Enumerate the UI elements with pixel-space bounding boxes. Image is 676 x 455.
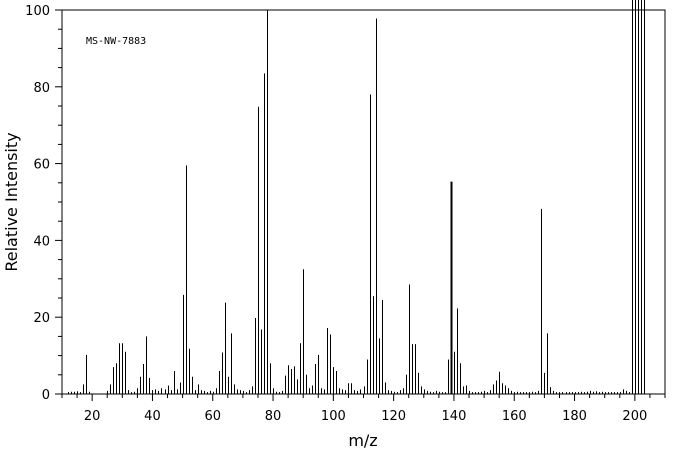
y-tick-label: 100 (25, 4, 50, 19)
x-tick-label: 160 (502, 409, 527, 424)
y-tick-label: 40 (33, 234, 50, 249)
x-axis: 20 40 60 80 100 120 140 160 180 200 (61, 394, 666, 424)
x-tick-label: 20 (84, 409, 101, 424)
y-tick-label: 60 (33, 158, 50, 173)
x-tick-label: 200 (622, 409, 647, 424)
y-tick-label: 20 (33, 311, 50, 326)
y-axis: 0 20 40 60 80 100 (25, 4, 62, 403)
x-tick-label: 180 (562, 409, 587, 424)
x-axis-label: m/z (348, 431, 377, 450)
spectrum-code: MS-NW-7883 (86, 36, 146, 47)
x-tick-label: 40 (144, 409, 161, 424)
y-axis-label: Relative Intensity (2, 132, 21, 271)
x-tick-label: 100 (321, 409, 346, 424)
x-tick-label: 80 (265, 409, 282, 424)
plot-frame (61, 9, 666, 395)
y-tick-label: 0 (42, 388, 50, 403)
x-tick-label: 120 (381, 409, 406, 424)
x-tick-label: 140 (442, 409, 467, 424)
spectrum-peaks (68, 0, 645, 394)
x-tick-label: 60 (204, 409, 221, 424)
y-tick-label: 80 (33, 81, 50, 96)
